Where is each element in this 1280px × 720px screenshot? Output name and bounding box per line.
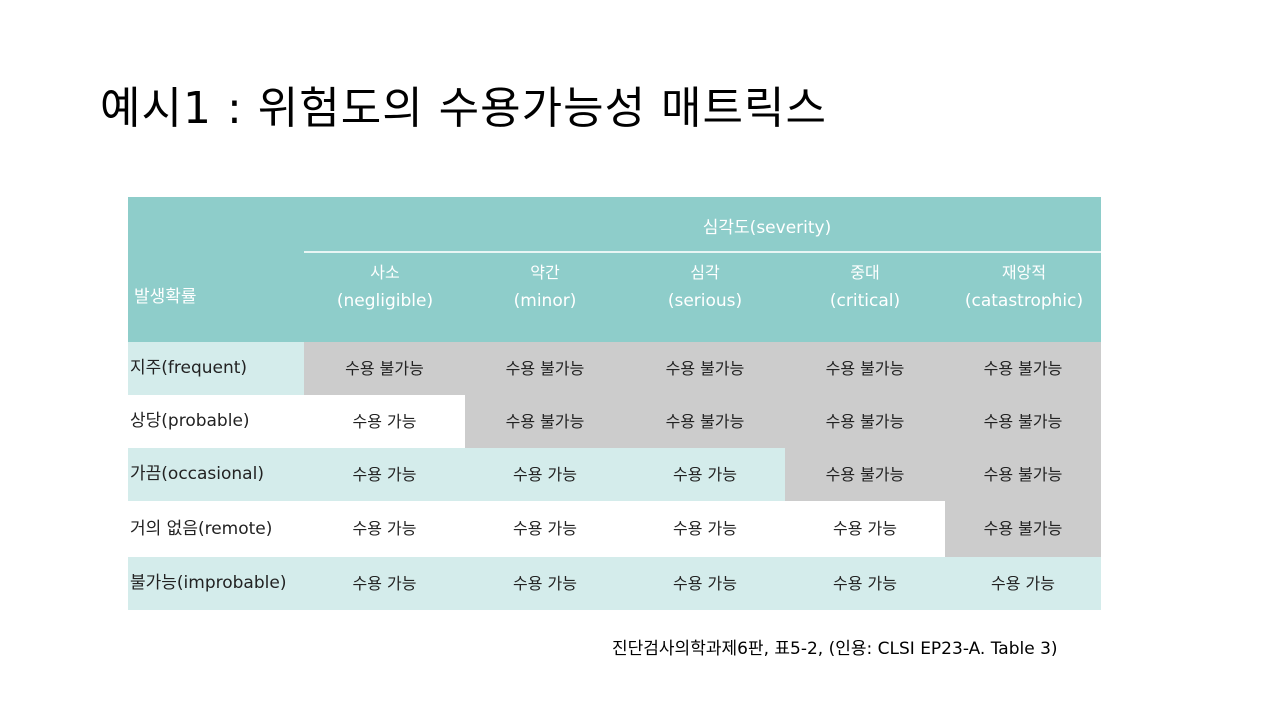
severity-column-header-ko: 심각: [690, 263, 720, 282]
severity-divider: [304, 251, 1101, 253]
severity-column-header-en: (catastrophic): [964, 291, 1084, 311]
cell-acceptable: 수용 가능: [304, 395, 465, 448]
matrix-header-band: [128, 197, 1101, 342]
cell-unacceptable: 수용 불가능: [304, 342, 465, 395]
probability-row-label: 가끔(occasional): [128, 448, 304, 501]
severity-axis-title: 심각도(severity): [702, 218, 832, 238]
cell-acceptable: 수용 가능: [625, 557, 785, 610]
cell-acceptable: 수용 가능: [945, 557, 1101, 610]
cell-acceptable: 수용 가능: [625, 501, 785, 557]
severity-column-header-en: (serious): [667, 291, 743, 311]
severity-column-header-ko: 중대: [850, 263, 880, 282]
cell-unacceptable: 수용 불가능: [785, 395, 945, 448]
severity-column-header: 중대 (critical): [785, 259, 945, 342]
cell-unacceptable: 수용 불가능: [945, 448, 1101, 501]
cell-unacceptable: 수용 불가능: [945, 501, 1101, 557]
cell-unacceptable: 수용 불가능: [785, 448, 945, 501]
severity-column-header: 심각 (serious): [625, 259, 785, 342]
cell-unacceptable: 수용 불가능: [465, 395, 625, 448]
probability-row-label: 불가능(improbable): [128, 557, 304, 610]
cell-unacceptable: 수용 불가능: [625, 342, 785, 395]
cell-acceptable: 수용 가능: [304, 501, 465, 557]
severity-column-header: 사소 (negligible): [305, 259, 465, 342]
risk-acceptability-matrix: 심각도(severity) 발생확률 사소 (negligible) 약간 (mino…: [128, 197, 1101, 610]
probability-row-label: 거의 없음(remote): [128, 501, 304, 557]
cell-unacceptable: 수용 불가능: [945, 342, 1101, 395]
source-citation: 진단검사의학과제6판, 표5-2, (인용: CLSI EP23-A. Tabl…: [612, 639, 1058, 659]
cell-acceptable: 수용 가능: [625, 448, 785, 501]
cell-unacceptable: 수용 불가능: [625, 395, 785, 448]
cell-unacceptable: 수용 불가능: [945, 395, 1101, 448]
severity-column-header: 약간 (minor): [465, 259, 625, 342]
severity-column-header-en: (negligible): [336, 291, 434, 311]
cell-acceptable: 수용 가능: [465, 501, 625, 557]
cell-acceptable: 수용 가능: [785, 557, 945, 610]
cell-acceptable: 수용 가능: [304, 557, 465, 610]
cell-acceptable: 수용 가능: [465, 448, 625, 501]
severity-column-header-ko: 사소: [370, 263, 400, 282]
cell-acceptable: 수용 가능: [785, 501, 945, 557]
cell-unacceptable: 수용 불가능: [465, 342, 625, 395]
slide-title: 예시1 : 위험도의 수용가능성 매트릭스: [100, 83, 827, 134]
severity-column-header: 재앙적 (catastrophic): [944, 259, 1101, 342]
severity-column-header-ko: 약간: [530, 263, 560, 282]
cell-unacceptable: 수용 불가능: [785, 342, 945, 395]
probability-row-label: 지주(frequent): [128, 342, 304, 395]
probability-row-label: 상당(probable): [128, 395, 304, 448]
cell-acceptable: 수용 가능: [465, 557, 625, 610]
cell-acceptable: 수용 가능: [304, 448, 465, 501]
severity-column-header-en: (critical): [829, 291, 901, 311]
severity-column-header-en: (minor): [513, 291, 577, 311]
probability-axis-title: 발생확률: [134, 287, 197, 307]
severity-column-header-ko: 재앙적: [1001, 263, 1047, 282]
